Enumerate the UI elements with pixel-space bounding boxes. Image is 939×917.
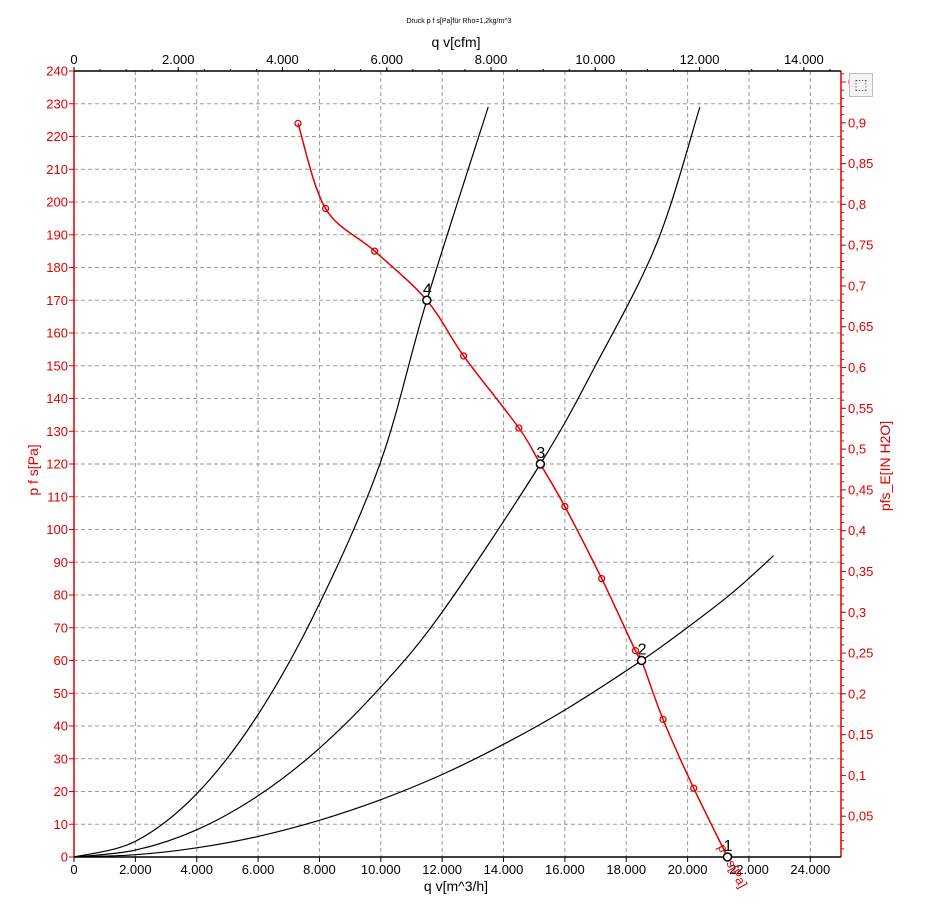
system-curve-2 [73, 106, 701, 858]
y-right-tick-label: 0,35 [848, 564, 873, 579]
x-top-tick-label: 4.000 [266, 52, 299, 67]
y-left-tick-label: 180 [46, 260, 68, 275]
y-left-tick-label: 10 [54, 817, 68, 832]
fan-curve-marker [659, 715, 667, 724]
y-right-tick-label: 0,4 [848, 523, 866, 538]
y-left-tick-label: 230 [46, 96, 68, 111]
tick-labels: 0 2.000 4.000 6.000 8.000 10.000 12.000 14.000 1… [46, 52, 873, 877]
operating-point-label: 1 [723, 838, 732, 855]
y-left-tick-label: 170 [46, 293, 68, 308]
x-top-tick-label: 6.000 [371, 52, 404, 67]
y-right-axis-title: pfs_E[IN H2O] [877, 421, 893, 511]
y-left-tick-label: 160 [46, 326, 68, 341]
x-top-tick-label: 14.000 [784, 52, 824, 67]
axes [69, 67, 846, 862]
y-left-tick-label: 50 [54, 686, 68, 701]
x-tick-label: 16.000 [545, 862, 585, 877]
y-left-tick-label: 0 [61, 850, 68, 865]
y-left-tick-label: 200 [46, 195, 68, 210]
x-top-tick-label: 12.000 [680, 52, 720, 67]
operating-point-marker [422, 295, 432, 305]
system-curve-1 [73, 106, 489, 858]
y-right-tick-label: 0,65 [848, 319, 873, 334]
y-right-tick-label: 0,75 [848, 238, 873, 253]
x-tick-label: 6.000 [242, 862, 275, 877]
y-left-tick-label: 150 [46, 358, 68, 373]
x-top-tick-label: 0 [70, 52, 77, 67]
y-left-tick-label: 120 [46, 457, 68, 472]
y-left-tick-label: 130 [46, 424, 68, 439]
operating-point-label: 4 [423, 281, 432, 298]
y-left-tick-label: 40 [54, 719, 68, 734]
operating-point-marker [722, 852, 733, 862]
x-top-tick-label: 2.000 [162, 52, 195, 67]
x-tick-label: 10.000 [361, 862, 401, 877]
y-left-axis-title: p f s[Pa] [25, 444, 41, 495]
y-left-tick-label: 70 [54, 620, 68, 635]
y-right-tick-label: 0,1 [848, 768, 866, 783]
y-left-tick-label: 90 [54, 555, 68, 570]
x-tick-label: 12.000 [422, 862, 462, 877]
x-tick-label: 2.000 [119, 862, 152, 877]
fan-curve-marker [459, 352, 468, 360]
y-left-tick-label: 80 [54, 588, 68, 603]
fan-curve-line [297, 123, 729, 858]
y-left-tick-label: 60 [54, 653, 68, 668]
fan-curve-marker [515, 424, 523, 432]
y-right-tick-label: 0,55 [848, 401, 873, 416]
y-left-tick-label: 190 [46, 227, 68, 242]
x-tick-label: 22.000 [729, 862, 769, 877]
operating-point-label: 2 [638, 642, 647, 659]
y-right-tick-label: 0,8 [848, 197, 866, 212]
fan-curve-marker [690, 784, 698, 792]
y-right-tick-label: 0,45 [848, 482, 873, 497]
x-tick-label: 18.000 [606, 862, 646, 877]
y-right-tick-label: 0,3 [848, 605, 866, 620]
x-tick-label: 20.000 [668, 862, 708, 877]
y-right-tick-label: 0,05 [848, 809, 873, 824]
operating-points: 1 2 3 4 [422, 281, 733, 862]
system-curve-3 [73, 555, 774, 858]
y-right-tick-label: 0,6 [848, 360, 866, 375]
grid-lines [74, 70, 841, 857]
y-right-tick-label: 0,25 [848, 646, 873, 661]
fan-curve-marker [294, 119, 302, 128]
fan-curve-marker [371, 247, 379, 255]
chart-title: Druck p f s[Pa]für Rho=1,2kg/m^3 [406, 18, 511, 25]
y-left-tick-label: 140 [46, 391, 68, 406]
y-left-tick-label: 20 [54, 784, 68, 799]
x-top-tick-label: 10.000 [575, 52, 615, 67]
y-left-tick-label: 240 [46, 64, 68, 79]
y-left-tick-label: 210 [46, 162, 68, 177]
fan-curve-marker [631, 647, 640, 655]
fan-curve-marker [321, 204, 330, 213]
y-left-tick-label: 100 [46, 522, 68, 537]
y-right-tick-label: 0,5 [848, 442, 866, 457]
x-bottom-axis-title: q v[m^3/h] [424, 878, 488, 894]
x-tick-label: 0 [70, 862, 77, 877]
y-right-tick-label: 0,7 [848, 278, 866, 293]
y-right-tick-label: 0,2 [848, 686, 866, 701]
y-right-tick-label: 0,9 [848, 115, 866, 130]
frame-zoom-icon: ⬚ [854, 77, 868, 93]
y-left-tick-label: 220 [46, 129, 68, 144]
operating-point-label: 3 [536, 445, 545, 462]
y-left-tick-label: 110 [47, 489, 68, 504]
fan-curve-marker [561, 502, 569, 511]
y-right-tick-label: 0,85 [848, 156, 873, 171]
fan-curve-marker [598, 574, 606, 583]
system-curves [73, 106, 774, 858]
y-left-tick-label: 30 [54, 751, 68, 766]
x-tick-label: 14.000 [484, 862, 524, 877]
x-tick-label: 24.000 [790, 862, 830, 877]
x-top-tick-label: 8.000 [475, 52, 508, 67]
operating-point-marker [535, 459, 546, 469]
frame-zoom-button[interactable]: ⬚ [849, 73, 873, 97]
x-tick-label: 4.000 [180, 862, 213, 877]
x-tick-label: 8.000 [303, 862, 336, 877]
y-right-tick-label: 0,15 [848, 727, 873, 742]
operating-point-marker [636, 655, 647, 666]
x-top-axis-title: q v[cfm] [431, 34, 480, 50]
